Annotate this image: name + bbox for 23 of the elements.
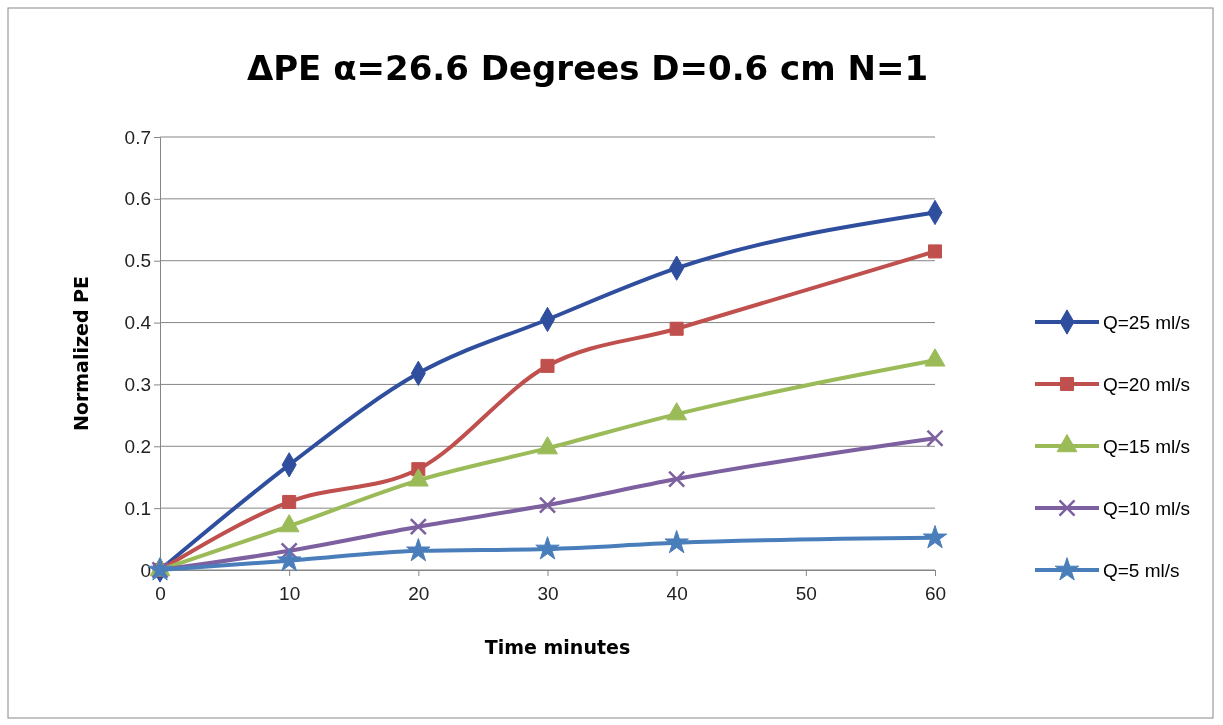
y-tick-label: 0.4 xyxy=(124,312,152,334)
x-tick-label: 0 xyxy=(155,582,166,604)
x-tick-label: 10 xyxy=(279,582,301,604)
legend-label: Q=20 ml/s xyxy=(1103,374,1191,395)
legend-label: Q=25 ml/s xyxy=(1103,312,1191,333)
legend-label: Q=5 ml/s xyxy=(1103,560,1180,581)
chart-title: ΔPE α=26.6 Degrees D=0.6 cm N=1 xyxy=(246,48,929,88)
y-tick-label: 0.5 xyxy=(124,250,151,272)
x-axis-title: Time minutes xyxy=(484,636,631,658)
legend-label: Q=15 ml/s xyxy=(1103,436,1191,457)
y-tick-label: 0.6 xyxy=(124,188,151,210)
x-tick-label: 20 xyxy=(408,582,430,604)
y-axis-title: Normalized PE xyxy=(70,275,92,432)
y-tick-label: 0.1 xyxy=(124,497,151,519)
legend-label: Q=10 ml/s xyxy=(1103,498,1191,519)
x-tick-label: 50 xyxy=(795,582,817,604)
y-tick-label: 0.3 xyxy=(124,374,151,396)
y-tick-label: 0.2 xyxy=(124,435,151,457)
x-tick-label: 40 xyxy=(666,582,688,604)
x-tick-label: 30 xyxy=(537,582,559,604)
y-tick-label: 0.7 xyxy=(124,126,151,148)
y-tick-label: 0 xyxy=(140,559,151,581)
x-tick-label: 60 xyxy=(924,582,947,604)
